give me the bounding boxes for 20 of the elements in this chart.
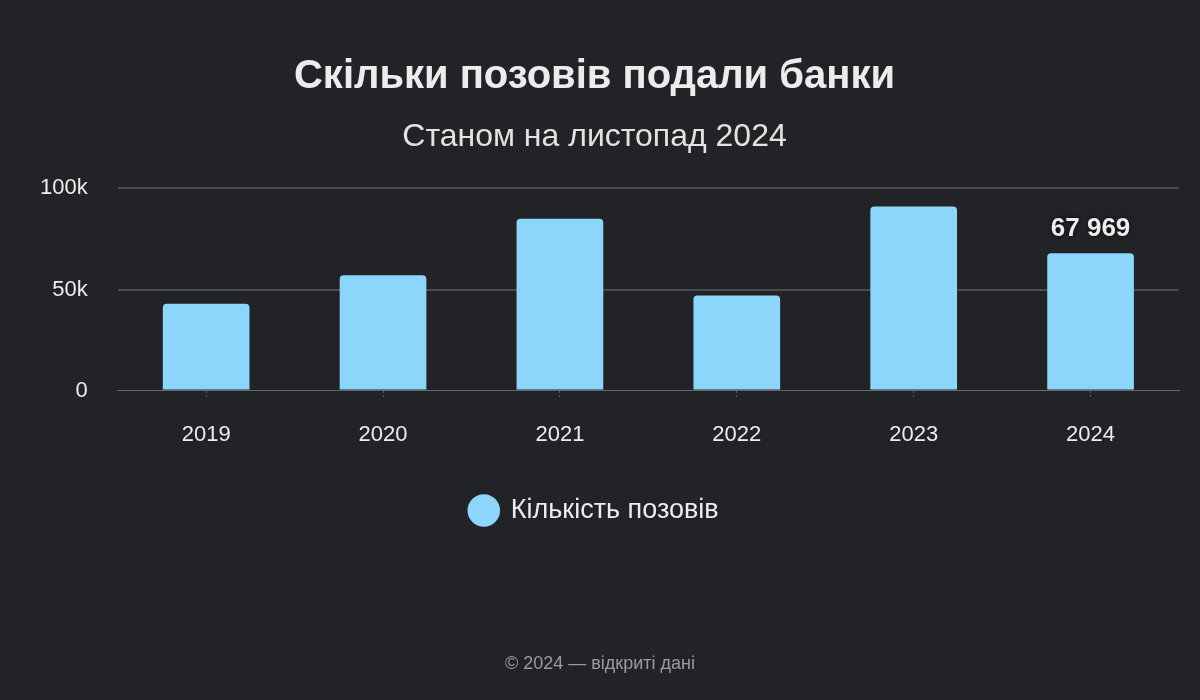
legend-label: Кількість позовів — [510, 493, 719, 524]
bar — [1047, 253, 1134, 390]
bar — [339, 275, 427, 390]
data-label: 67 969 — [1050, 212, 1131, 243]
x-tick-label: 2020 — [358, 420, 408, 446]
y-tick-label: 50k — [52, 275, 89, 301]
y-tick-label: 100k — [39, 174, 89, 200]
bar — [516, 218, 604, 390]
x-tick-label: 2024 — [1066, 420, 1116, 446]
bar — [162, 303, 250, 390]
x-tick-label: 2022 — [712, 420, 762, 446]
text: © 2024 — відкриті дані — [504, 652, 696, 675]
bar — [870, 206, 958, 390]
y-tick-label: 0 — [75, 376, 88, 402]
x-tick-label: 2023 — [889, 420, 939, 446]
chart-subtitle: Станом на листопад 2024 — [402, 117, 787, 154]
x-tick-label: 2021 — [535, 420, 585, 446]
bar — [693, 295, 781, 390]
chart-title: Скільки позовів подали банки — [293, 52, 896, 97]
x-tick-label: 2019 — [181, 420, 231, 446]
